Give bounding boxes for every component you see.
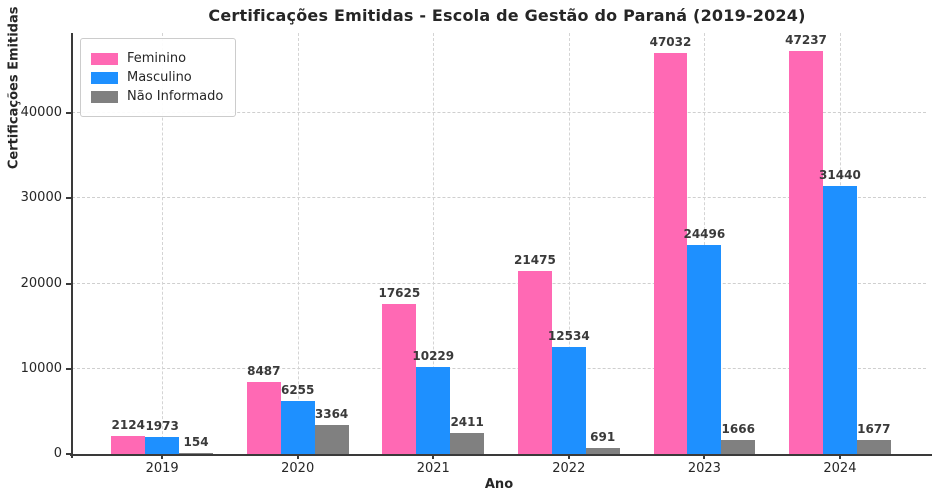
- bar-value-label: 1666: [721, 421, 755, 436]
- bar-masculino-2019: [145, 437, 180, 454]
- y-tick-mark-30000: [66, 197, 71, 200]
- bar-masculino-2022: [551, 347, 586, 454]
- x-axis-label: Ano: [484, 477, 514, 492]
- y-tick-label-20000: 20000: [20, 275, 62, 291]
- bar-value-label: 3364: [314, 407, 349, 422]
- bar-feminino-2022: [517, 270, 552, 454]
- bar-não-informado-2024: [856, 439, 891, 454]
- bar-value-label: 24496: [683, 227, 726, 242]
- bar-não-informado-2019: [179, 452, 213, 454]
- bar-value-label: 2411: [450, 415, 484, 430]
- bar-não-informado-2020: [314, 425, 349, 454]
- bar-feminino-2024: [789, 51, 823, 454]
- x-tick-label-2019: 2019: [145, 461, 179, 476]
- bar-value-label: 154: [183, 434, 209, 449]
- legend-item-masculino: Masculino: [91, 70, 223, 85]
- y-tick-label-40000: 40000: [20, 105, 62, 121]
- bar-value-label: 21475: [514, 252, 556, 267]
- x-tick-mark-2023: [703, 455, 706, 459]
- x-tick-label-2021: 2021: [416, 461, 450, 476]
- gridline-x-2023: [704, 33, 706, 454]
- x-tick-label-2024: 2024: [823, 461, 857, 476]
- bar-value-label: 6255: [280, 382, 315, 397]
- x-tick-mark-2020: [296, 455, 299, 459]
- bar-value-label: 12534: [547, 329, 590, 344]
- bar-não-informado-2023: [721, 439, 756, 454]
- bar-value-label: 17625: [378, 285, 421, 300]
- bar-não-informado-2021: [450, 433, 485, 454]
- bar-feminino-2021: [382, 303, 417, 454]
- gridline-x-2020: [297, 33, 299, 454]
- legend-swatch-icon: [91, 52, 118, 65]
- y-tick-label-10000: 10000: [20, 360, 62, 376]
- bar-masculino-2021: [416, 366, 451, 454]
- legend-items: Feminino Masculino Não Informado: [91, 51, 223, 104]
- legend-label: Não Informado: [127, 89, 224, 104]
- y-tick-mark-10000: [66, 367, 71, 370]
- bar-value-label: 2124: [111, 417, 145, 432]
- bar-value-label: 10229: [412, 348, 455, 363]
- bar-feminino-2023: [653, 53, 688, 454]
- gridline-y-10000: [72, 367, 926, 369]
- bar-value-label: 8487: [247, 363, 281, 378]
- x-tick-mark-2024: [838, 455, 841, 459]
- bar-value-label: 31440: [819, 168, 861, 183]
- bar-value-label: 1973: [145, 419, 179, 434]
- gridline-y-30000: [72, 197, 926, 199]
- x-tick-label-2022: 2022: [552, 461, 586, 476]
- gridline-x-2022: [568, 33, 570, 454]
- legend-item-feminino: Feminino: [91, 51, 223, 66]
- y-tick-mark-0: [66, 453, 71, 455]
- bar-value-label: 1677: [857, 421, 891, 436]
- x-tick-mark-2019: [161, 455, 164, 459]
- x-axis-spine: [70, 454, 932, 456]
- y-axis-spine: [71, 33, 73, 459]
- x-tick-mark-2021: [432, 455, 435, 459]
- bar-não-informado-2022: [585, 448, 620, 454]
- gridline-x-2019: [162, 33, 164, 454]
- chart-title: Certificações Emitidas - Escola de Gestã…: [208, 6, 806, 25]
- gridline-y-20000: [72, 282, 926, 284]
- bar-feminino-2019: [111, 435, 146, 454]
- y-tick-label-30000: 30000: [20, 190, 62, 206]
- legend-label: Masculino: [127, 70, 192, 85]
- y-tick-label-0: 0: [53, 446, 62, 461]
- gridline-x-2021: [433, 33, 435, 454]
- bar-value-label: 47237: [785, 33, 827, 48]
- plot-area: 2124 8487 17625 21475 47032 47237 1973 6255 1022…: [70, 33, 932, 459]
- x-tick-label-2020: 2020: [281, 461, 315, 476]
- bar-feminino-2020: [246, 381, 281, 454]
- bar-masculino-2024: [822, 186, 857, 454]
- bar-value-label: 47032: [649, 35, 692, 50]
- x-tick-mark-2022: [567, 455, 570, 459]
- legend: Feminino Masculino Não Informado: [80, 38, 237, 117]
- y-tick-mark-20000: [66, 282, 71, 285]
- bar-value-label: 691: [590, 430, 616, 445]
- legend-item-não-informado: Não Informado: [91, 89, 223, 104]
- gridline-y-40000: [72, 112, 926, 114]
- bar-masculino-2020: [280, 400, 315, 454]
- y-axis-label: Certificações Emitidas: [6, 6, 22, 170]
- bar-masculino-2023: [687, 245, 722, 454]
- legend-label: Feminino: [127, 51, 187, 66]
- x-tick-label-2023: 2023: [687, 461, 721, 476]
- legend-swatch-icon: [91, 71, 118, 84]
- legend-swatch-icon: [91, 90, 118, 103]
- y-tick-mark-40000: [66, 112, 71, 115]
